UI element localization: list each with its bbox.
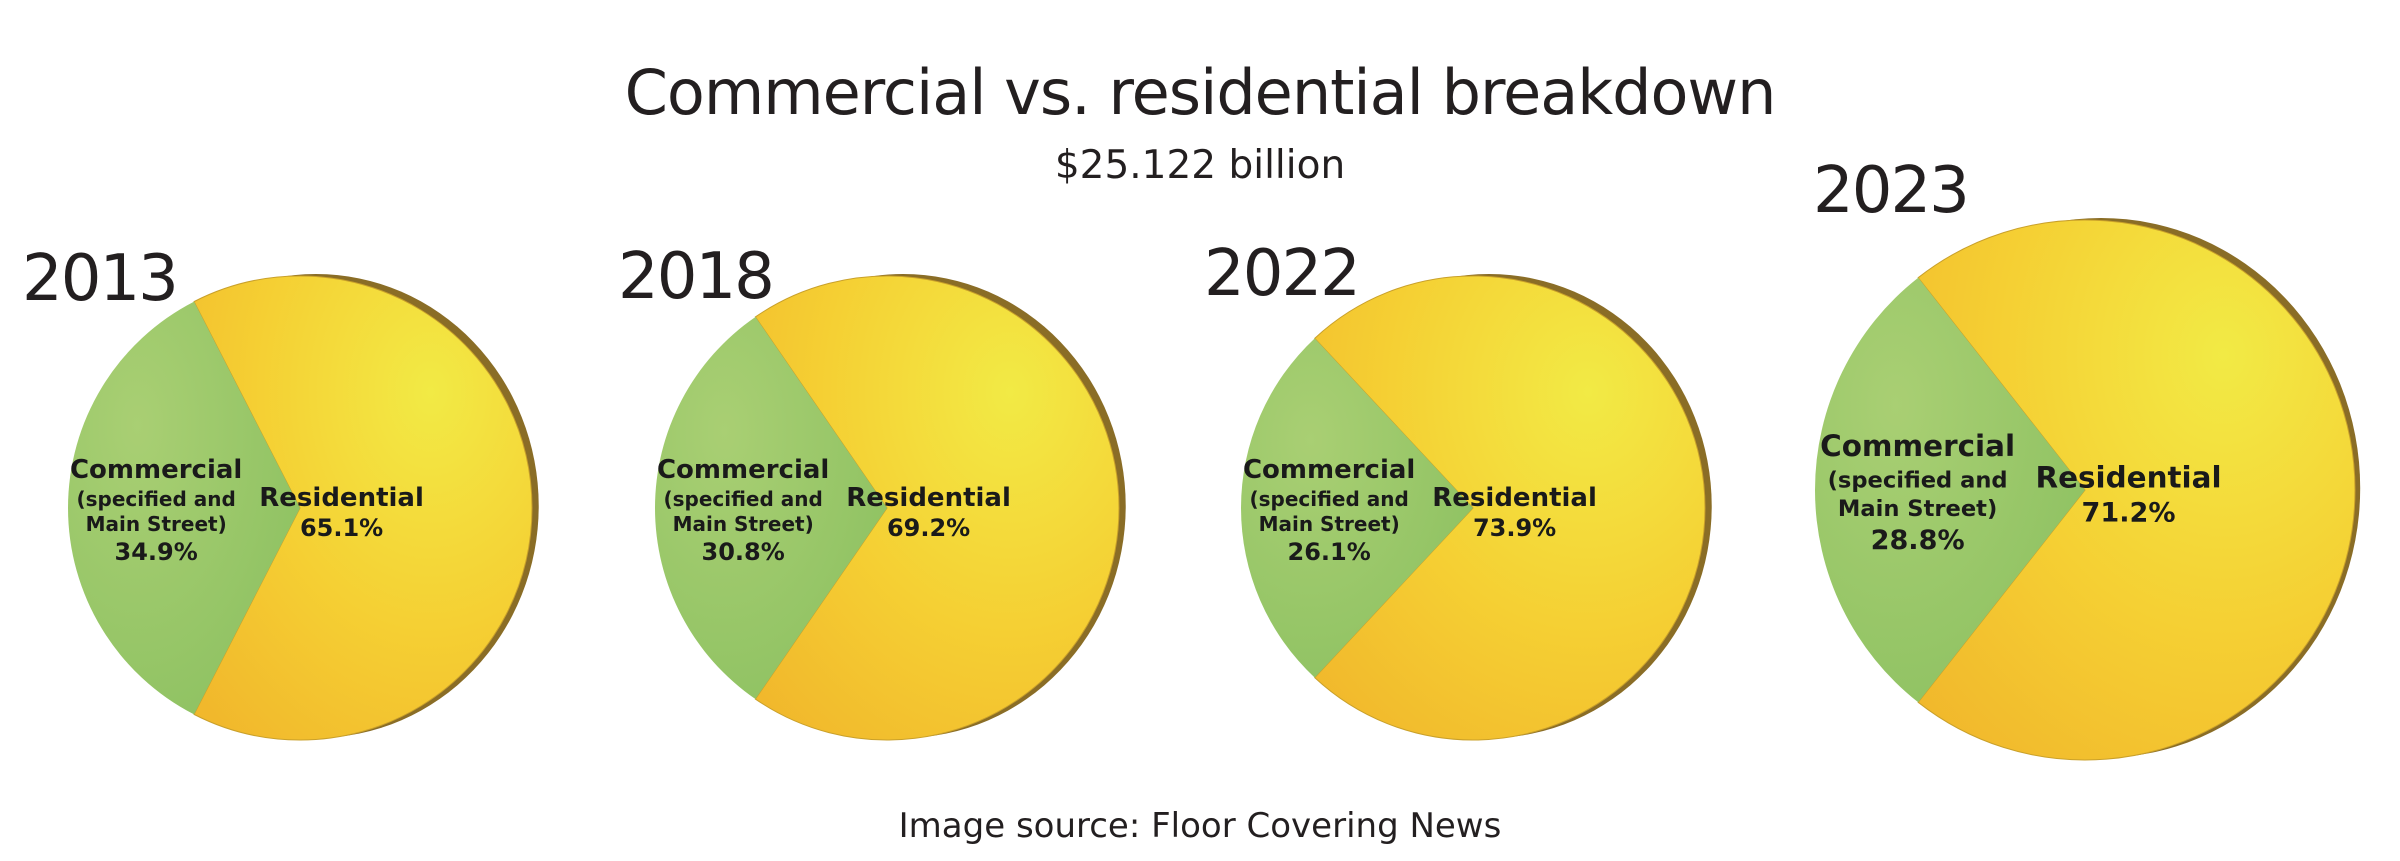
commercial-sublabel: (specified and xyxy=(1828,468,2008,494)
residential-label: Residential xyxy=(846,483,1011,513)
pie-slice-residential xyxy=(1314,275,1706,741)
pie-slice-commercial xyxy=(1814,277,2085,703)
pie-slice-commercial xyxy=(1241,338,1473,678)
year-label: 2018 xyxy=(618,240,773,314)
year-label: 2022 xyxy=(1204,237,1359,311)
residential-value: 65.1% xyxy=(300,514,383,542)
commercial-sublabel: Main Street) xyxy=(673,512,814,536)
commercial-sublabel: Main Street) xyxy=(1838,496,1997,522)
pie-slice-residential xyxy=(1917,219,2356,761)
commercial-label: Commercial xyxy=(1820,429,2015,463)
commercial-sublabel: (specified and xyxy=(76,487,235,511)
pie-slice-residential xyxy=(193,275,533,741)
year-label: 2023 xyxy=(1813,154,1968,228)
chart-title: Commercial vs. residential breakdown xyxy=(624,56,1777,129)
residential-value: 73.9% xyxy=(1473,514,1556,542)
commercial-label: Commercial xyxy=(1243,455,1415,485)
pie-slice-residential xyxy=(754,275,1120,741)
commercial-label: Commercial xyxy=(70,455,242,485)
residential-label: Residential xyxy=(2035,461,2221,495)
residential-label: Residential xyxy=(259,483,424,513)
chart-subtitle: $25.122 billion xyxy=(1054,143,1346,188)
year-label: 2013 xyxy=(22,242,177,316)
commercial-sublabel: Main Street) xyxy=(1259,512,1400,536)
commercial-value: 34.9% xyxy=(115,538,198,566)
residential-label: Residential xyxy=(1432,483,1597,513)
commercial-label: Commercial xyxy=(657,455,829,485)
commercial-value: 30.8% xyxy=(702,538,785,566)
commercial-sublabel: Main Street) xyxy=(86,512,227,536)
pie-slice-commercial xyxy=(654,316,887,700)
pie-slice-commercial xyxy=(68,301,300,715)
commercial-sublabel: (specified and xyxy=(663,487,822,511)
residential-value: 71.2% xyxy=(2082,498,2176,529)
image-source: Image source: Floor Covering News xyxy=(898,806,1502,846)
residential-value: 69.2% xyxy=(887,514,970,542)
commercial-sublabel: (specified and xyxy=(1249,487,1408,511)
commercial-value: 28.8% xyxy=(1871,525,1965,556)
commercial-value: 26.1% xyxy=(1288,538,1371,566)
